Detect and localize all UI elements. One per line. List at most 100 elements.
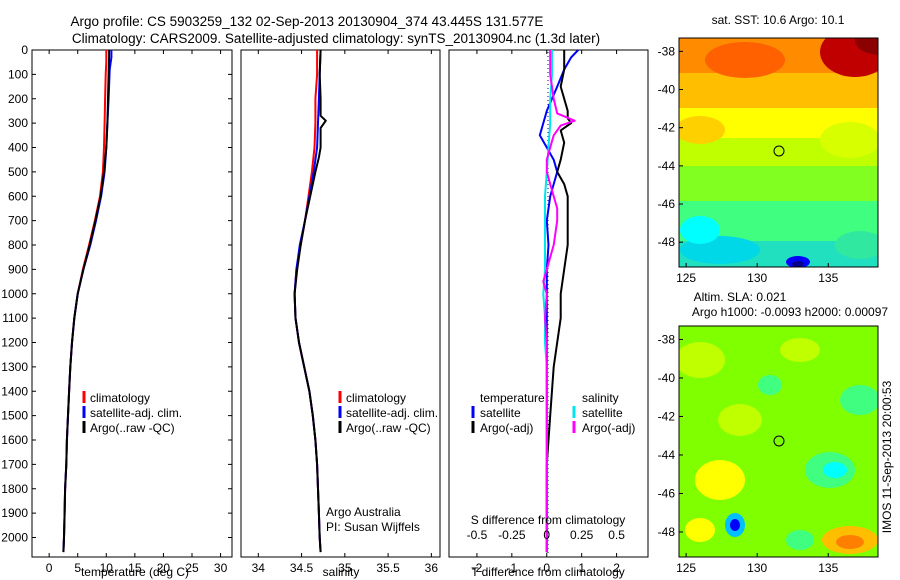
lat-tick-label: -40 xyxy=(658,83,676,97)
salinity-xlabel: salinity xyxy=(323,565,360,579)
argo-location-marker xyxy=(773,435,785,447)
legend-label-satellite: satellite-adj. clim. xyxy=(90,406,182,420)
legend-label-t-argo: Argo(-adj) xyxy=(480,421,533,435)
legend-heading-temperature: temperature xyxy=(480,391,545,405)
series-line-argo-raw-qc xyxy=(62,50,111,553)
annotation-pi: PI: Susan Wijffels xyxy=(326,520,420,534)
sst-lon-tick-labels: 125 130 135 xyxy=(676,263,839,285)
x-tick-label: 20 xyxy=(157,561,171,575)
t-difference-xlabel: T difference from climatology xyxy=(471,565,625,579)
depth-tick-label: 200 xyxy=(8,92,28,106)
lon-tick-label: 125 xyxy=(676,271,696,285)
sst-heatmap xyxy=(679,38,878,267)
s-difference-tick-label: 0.5 xyxy=(608,528,625,542)
argo-location-marker xyxy=(773,145,785,157)
x-tick-label: 0 xyxy=(543,561,550,575)
depth-tick-label: 900 xyxy=(8,262,28,276)
salinity-legend: climatology satellite-adj. clim. Argo(..… xyxy=(338,391,438,435)
sla-heatmap xyxy=(679,326,878,557)
legend-label-climatology: climatology xyxy=(90,391,150,405)
sla-lon-tick-labels: 125 130 135 xyxy=(676,553,839,575)
sst-map-frame xyxy=(678,37,879,268)
x-tick-label: 15 xyxy=(128,561,142,575)
series-line-argo-raw-qc xyxy=(293,49,327,553)
x-tick-label: -1 xyxy=(507,561,518,575)
sla-lat-tick-labels: -38 -40 -42 -44 -46 -48 xyxy=(658,332,683,539)
lat-tick-label: -48 xyxy=(658,235,676,249)
legend-label-climatology: climatology xyxy=(346,391,406,405)
depth-tick-label: 700 xyxy=(8,214,28,228)
lat-tick-label: -38 xyxy=(658,332,676,346)
x-tick-label: 35.5 xyxy=(376,561,400,575)
lon-tick-label: 130 xyxy=(747,271,767,285)
sla-map-title-line1: Altim. SLA: 0.021 xyxy=(694,290,787,304)
depth-tick-label: 1400 xyxy=(1,384,28,398)
depth-tick-label: 1700 xyxy=(1,457,28,471)
lat-tick-label: -42 xyxy=(658,409,676,423)
salinity-series xyxy=(293,49,327,553)
depth-tick-label: 2000 xyxy=(1,531,28,545)
t-difference-tick-labels: -2 -1 0 1 2 xyxy=(472,50,620,575)
legend-heading-salinity: salinity xyxy=(582,391,619,405)
temperature-xlabel: temperature (deg C) xyxy=(81,565,189,579)
salinity-plot-frame xyxy=(240,49,441,558)
lat-tick-label: -42 xyxy=(658,121,676,135)
difference-series xyxy=(538,49,579,553)
x-tick-label: 25 xyxy=(185,561,199,575)
s-difference-tick-label: 0.25 xyxy=(570,528,594,542)
salinity-panel: 34 34.5 35 35.5 36 salinity climatology sate… xyxy=(240,49,441,579)
s-difference-tick-label: -0.25 xyxy=(498,528,526,542)
lon-tick-label: 135 xyxy=(818,561,838,575)
series-line-argo-adj xyxy=(542,50,576,553)
lat-tick-label: -44 xyxy=(658,159,676,173)
depth-tick-label: 500 xyxy=(8,165,28,179)
depth-tick-label: 100 xyxy=(8,67,28,81)
x-tick-label: 30 xyxy=(214,561,228,575)
lon-tick-label: 130 xyxy=(747,561,767,575)
s-difference-axis-label: S difference from climatology xyxy=(471,513,626,527)
lat-tick-label: -48 xyxy=(658,525,676,539)
depth-tick-label: 1500 xyxy=(1,409,28,423)
depth-tick-label: 1900 xyxy=(1,506,28,520)
s-difference-tick-label: 0 xyxy=(543,528,550,542)
lat-tick-label: -46 xyxy=(658,197,676,211)
s-difference-tick-labels: -0.5 -0.25 0 0.25 0.5 xyxy=(467,528,626,542)
depth-tick-label: 800 xyxy=(8,238,28,252)
figure-title-line2: Climatology: CARS2009. Satellite-adjuste… xyxy=(72,31,600,46)
lat-tick-label: -44 xyxy=(658,448,676,462)
depth-tick-label: 1800 xyxy=(1,482,28,496)
sst-map-panel: sat. SST: 10.6 Argo: 10.1 -38 -40 -42 -44 -4… xyxy=(658,13,879,285)
depth-tick-label: 300 xyxy=(8,116,28,130)
sst-lat-tick-labels: -38 -40 -42 -44 -46 -48 xyxy=(658,44,683,249)
x-tick-label: -2 xyxy=(472,561,483,575)
depth-tick-label: 0 xyxy=(21,43,28,57)
x-tick-label: 35 xyxy=(338,561,352,575)
annotation-argo-australia: Argo Australia xyxy=(326,505,401,519)
s-difference-tick-label: -0.5 xyxy=(467,528,488,542)
lon-tick-label: 135 xyxy=(818,271,838,285)
lon-tick-label: 125 xyxy=(676,561,696,575)
difference-legend: temperature satellite Argo(-adj) salinit… xyxy=(471,391,635,435)
x-tick-label: 10 xyxy=(100,561,114,575)
depth-tick-label: 1000 xyxy=(1,287,28,301)
depth-tick-label: 1600 xyxy=(1,433,28,447)
x-tick-label: 5 xyxy=(74,561,81,575)
x-tick-label: 2 xyxy=(613,561,620,575)
sla-map-panel: Altim. SLA: 0.021 Argo h1000: -0.0093 h2… xyxy=(658,290,894,575)
legend-label-s-argo: Argo(-adj) xyxy=(582,421,635,435)
lat-tick-label: -38 xyxy=(658,44,676,58)
figure-title-line1: Argo profile: CS 5903259_132 02-Sep-2013… xyxy=(71,14,544,29)
sst-map-title: sat. SST: 10.6 Argo: 10.1 xyxy=(712,13,845,27)
depth-tick-label: 1100 xyxy=(2,311,28,325)
series-line-argo-adj xyxy=(545,50,573,553)
x-tick-label: 34 xyxy=(252,561,266,575)
imos-timestamp-label: IMOS 11-Sep-2013 20:00:53 xyxy=(880,380,894,533)
legend-label-argo: Argo(..raw -QC) xyxy=(90,421,175,435)
legend-label-s-satellite: satellite xyxy=(582,406,623,420)
temperature-legend: climatology satellite-adj. clim. Argo(..… xyxy=(82,391,182,435)
depth-tick-label: 400 xyxy=(8,141,28,155)
salinity-tick-labels: 34 34.5 35 35.5 36 xyxy=(252,50,438,575)
temperature-panel: 0100200300400500600700800900100011001200… xyxy=(1,43,648,579)
temperature-series xyxy=(62,50,113,553)
